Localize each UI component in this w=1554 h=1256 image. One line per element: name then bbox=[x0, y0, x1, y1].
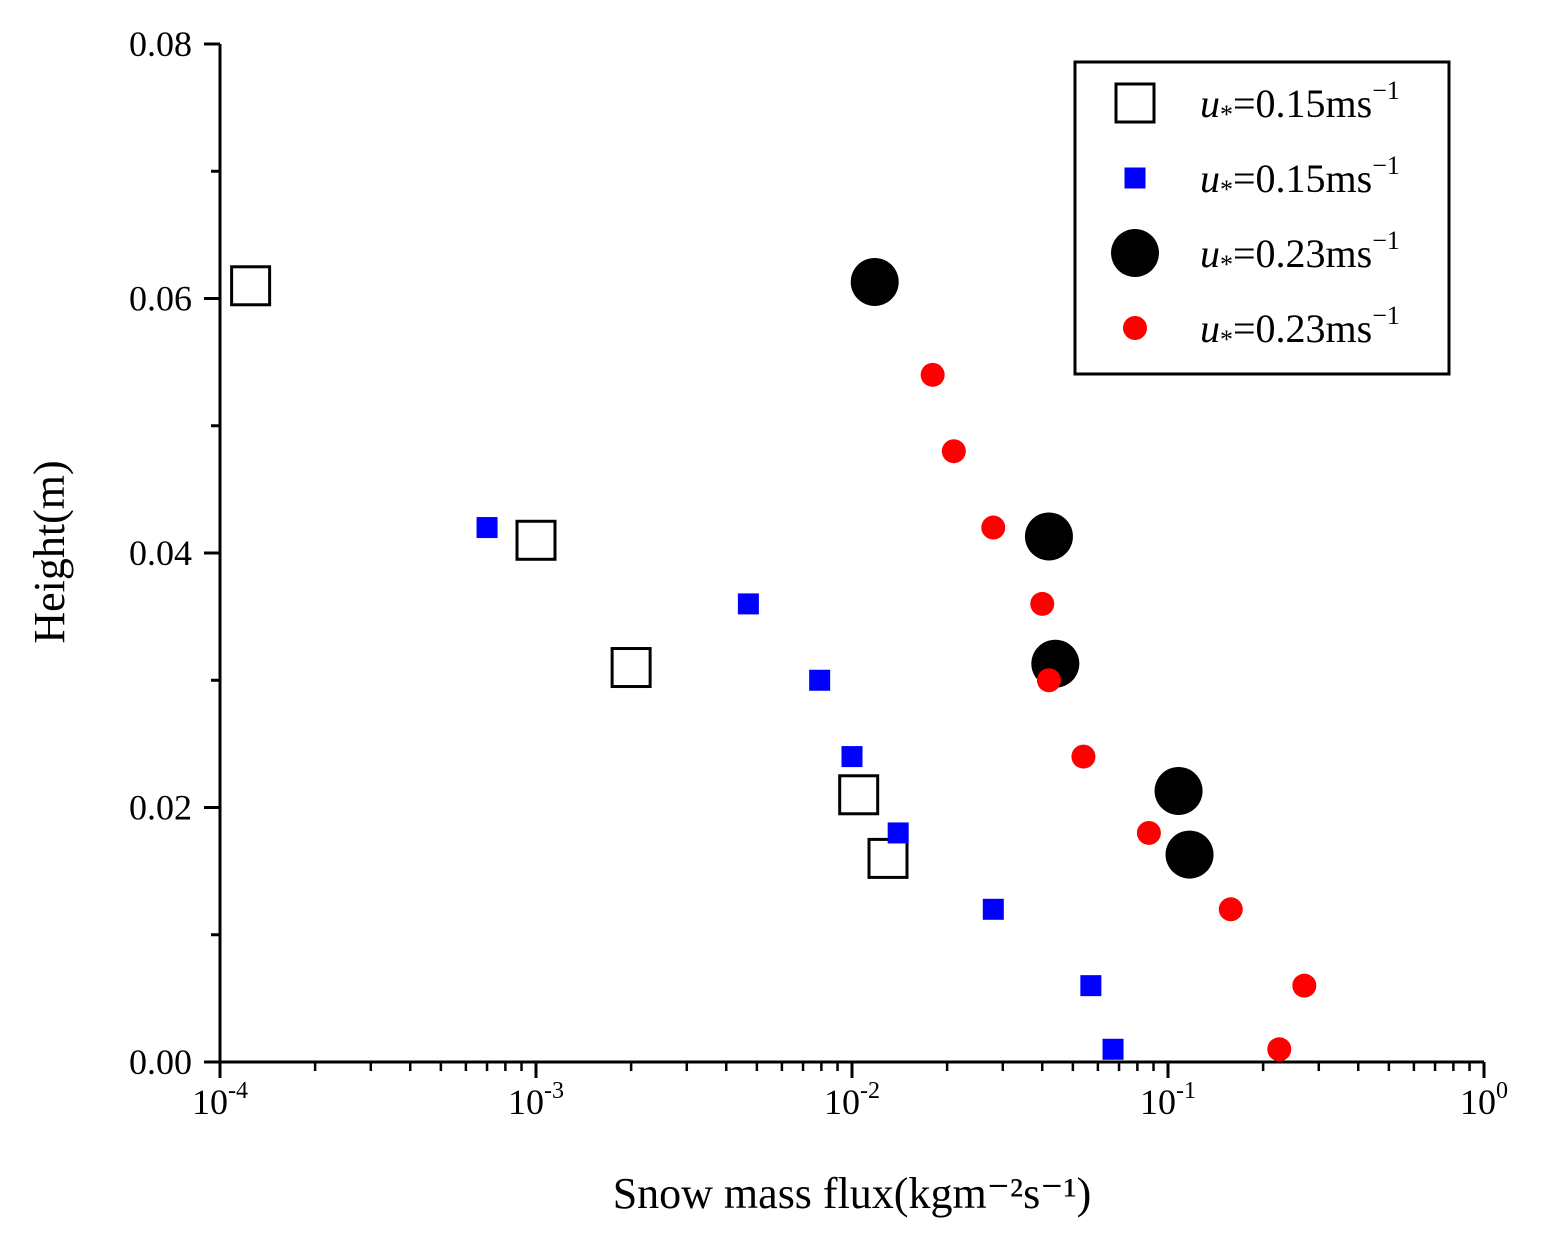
series-2 bbox=[476, 517, 1124, 1060]
data-point bbox=[1080, 975, 1102, 997]
data-point bbox=[809, 669, 831, 691]
y-axis-title: Height(m) bbox=[25, 460, 74, 643]
data-point bbox=[838, 774, 880, 816]
data-point bbox=[610, 647, 652, 689]
y-tick-label: 0.06 bbox=[129, 279, 192, 319]
data-point bbox=[1024, 512, 1073, 561]
legend-item: u*=0.23ms−1 bbox=[1111, 226, 1400, 279]
data-point bbox=[941, 439, 966, 464]
legend-marker bbox=[1123, 316, 1147, 340]
legend-item: u*=0.15ms−1 bbox=[1114, 76, 1400, 129]
x-tick-label: 10-3 bbox=[508, 1078, 564, 1122]
x-tick-label: 10-2 bbox=[824, 1078, 880, 1122]
data-point bbox=[1218, 897, 1243, 922]
data-points bbox=[230, 257, 1317, 1062]
legend-label: u*=0.15ms−1 bbox=[1200, 151, 1400, 204]
data-point bbox=[230, 265, 272, 307]
legend-marker bbox=[1111, 229, 1159, 277]
data-point bbox=[1136, 820, 1161, 845]
data-point bbox=[887, 822, 909, 844]
y-axis: 0.00 0.02 0.04 0.06 0.08 bbox=[129, 24, 220, 1082]
x-tick-label: 10-1 bbox=[1140, 1078, 1196, 1122]
data-point bbox=[867, 837, 909, 879]
data-point bbox=[850, 257, 899, 306]
data-point bbox=[476, 517, 498, 539]
legend-item: u*=0.15ms−1 bbox=[1124, 151, 1400, 204]
data-point bbox=[1267, 1037, 1292, 1062]
data-point bbox=[1102, 1038, 1124, 1060]
series-4 bbox=[920, 362, 1317, 1062]
y-tick-label: 0.08 bbox=[129, 24, 192, 64]
x-axis-title: Snow mass flux(kgm⁻²s⁻¹) bbox=[613, 1169, 1092, 1218]
x-tick-label: 10-4 bbox=[192, 1078, 248, 1122]
data-point bbox=[1036, 668, 1061, 693]
data-point bbox=[1165, 830, 1214, 879]
data-point bbox=[920, 362, 945, 387]
legend-label: u*=0.23ms−1 bbox=[1200, 226, 1400, 279]
data-point bbox=[737, 593, 759, 615]
series-3 bbox=[850, 257, 1214, 879]
x-axis: 10-4 10-3 10-2 10-1 100 bbox=[192, 1062, 1508, 1122]
data-point bbox=[1292, 973, 1317, 998]
y-tick-label: 0.02 bbox=[129, 788, 192, 828]
data-point bbox=[515, 519, 557, 561]
series-1 bbox=[230, 265, 909, 879]
data-point bbox=[982, 898, 1004, 920]
data-point bbox=[1154, 766, 1203, 815]
legend-marker bbox=[1114, 82, 1156, 124]
data-point bbox=[981, 515, 1006, 540]
y-tick-label: 0.00 bbox=[129, 1042, 192, 1082]
legend-label: u*=0.15ms−1 bbox=[1200, 76, 1400, 129]
legend-item: u*=0.23ms−1 bbox=[1123, 301, 1400, 354]
data-point bbox=[841, 746, 863, 768]
y-tick-label: 0.04 bbox=[129, 533, 192, 573]
legend-marker bbox=[1124, 167, 1146, 189]
data-point bbox=[1030, 591, 1055, 616]
data-point bbox=[1071, 744, 1096, 769]
x-tick-label: 100 bbox=[1460, 1078, 1508, 1122]
legend-label: u*=0.23ms−1 bbox=[1200, 301, 1400, 354]
legend: u*=0.15ms−1 u*=0.15ms−1 u*=0.23ms−1 u*=0.23… bbox=[1073, 60, 1451, 376]
